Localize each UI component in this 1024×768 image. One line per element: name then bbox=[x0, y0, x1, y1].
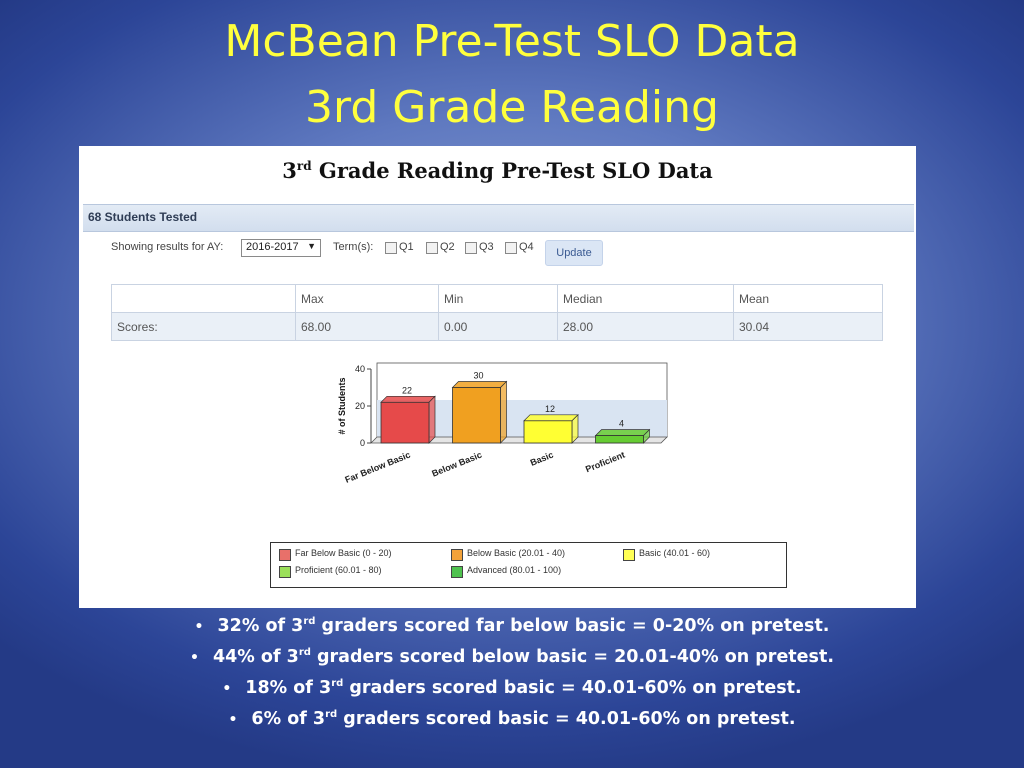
legend-swatch bbox=[623, 549, 635, 561]
legend-label: Below Basic (20.01 - 40) bbox=[467, 548, 566, 558]
bullet-text: 32% of 3 bbox=[217, 616, 304, 636]
chart-y-tick-label: 40 bbox=[355, 364, 365, 374]
summary-bullet: • 44% of 3rd graders scored below basic =… bbox=[0, 647, 1024, 678]
summary-bullet: • 18% of 3rd graders scored basic = 40.01… bbox=[0, 678, 1024, 709]
summary-bullet: • 32% of 3rd graders scored far below bas… bbox=[0, 616, 1024, 647]
chart-category-label: Far Below Basic bbox=[344, 450, 412, 485]
chart-bar-top bbox=[523, 414, 579, 422]
performance-bar-chart: 0 20 40 # of Students 22 Far Below Basic 30 Bel… bbox=[337, 362, 668, 485]
chart-bar bbox=[523, 420, 573, 444]
chart-data-label: 4 bbox=[619, 419, 624, 429]
stats-header-min: Min bbox=[438, 284, 558, 313]
bullet-dot-icon: • bbox=[190, 650, 199, 666]
stats-header-blank bbox=[111, 284, 296, 313]
stats-header-mean: Mean bbox=[733, 284, 883, 313]
academic-year-select[interactable]: 2016-2017 ▼ bbox=[241, 239, 321, 257]
stats-header-row: Max Min Median Mean bbox=[111, 284, 883, 313]
stats-mean-value: 30.04 bbox=[733, 312, 883, 341]
bullet-text: graders scored basic = 40.01-60% on pret… bbox=[337, 709, 796, 729]
bullet-text: 6% of 3 bbox=[251, 709, 326, 729]
slide-title-line1: McBean Pre-Test SLO Data bbox=[224, 16, 800, 67]
term-q3-checkbox[interactable] bbox=[465, 242, 477, 254]
stats-scores-row: Scores: 68.00 0.00 28.00 30.04 bbox=[111, 312, 883, 341]
report-title-prefix: 3 bbox=[282, 158, 297, 183]
bullet-superscript: rd bbox=[303, 616, 316, 628]
term-q4-label: Q4 bbox=[519, 241, 534, 253]
report-screenshot-panel: 3rd Grade Reading Pre-Test SLO Data 68 S… bbox=[79, 146, 916, 608]
term-q2-checkbox[interactable] bbox=[426, 242, 438, 254]
chart-category-label: Basic bbox=[529, 450, 555, 468]
summary-bullet: • 6% of 3rd graders scored basic = 40.01-… bbox=[0, 709, 1024, 740]
stats-row-label: Scores: bbox=[111, 312, 296, 341]
dropdown-arrow-icon: ▼ bbox=[307, 241, 316, 251]
chart-bar-top bbox=[380, 395, 436, 403]
update-button[interactable]: Update bbox=[545, 240, 603, 266]
legend-label: Far Below Basic (0 - 20) bbox=[295, 548, 392, 558]
chart-category-label: Proficient bbox=[584, 450, 626, 475]
term-q3-label: Q3 bbox=[479, 241, 494, 253]
chart-y-tick-label: 0 bbox=[360, 438, 365, 448]
chart-bar bbox=[380, 401, 430, 444]
bullet-dot-icon: • bbox=[194, 619, 204, 635]
legend-label: Basic (40.01 - 60) bbox=[639, 548, 711, 558]
legend-swatch bbox=[451, 566, 463, 578]
report-title-suffix: Grade Reading Pre-Test SLO Data bbox=[311, 158, 713, 183]
chart-bar bbox=[452, 387, 501, 444]
chart-y-tick-label: 20 bbox=[355, 401, 365, 411]
stats-max-value: 68.00 bbox=[295, 312, 439, 341]
bullet-text: graders scored below basic = 20.01-40% o… bbox=[310, 647, 834, 667]
bullet-superscript: rd bbox=[325, 709, 338, 721]
chart-legend: Far Below Basic (0 - 20) Below Basic (20.… bbox=[270, 542, 787, 588]
bullet-dot-icon: • bbox=[222, 681, 232, 697]
chart-bar-top bbox=[451, 381, 508, 388]
chart-data-label: 12 bbox=[545, 404, 555, 414]
bullet-dot-icon: • bbox=[228, 712, 238, 728]
academic-year-value: 2016-2017 bbox=[246, 241, 299, 253]
term-q2-label: Q2 bbox=[440, 241, 455, 253]
bullet-superscript: rd bbox=[298, 647, 311, 659]
term-q4-checkbox[interactable] bbox=[505, 242, 517, 254]
chart-bar-side bbox=[428, 395, 436, 444]
chart-bar bbox=[595, 435, 644, 444]
report-title-sup: rd bbox=[296, 159, 312, 173]
slide-title-line2: 3rd Grade Reading bbox=[305, 82, 719, 133]
chart-category-label: Below Basic bbox=[430, 450, 483, 479]
legend-label: Advanced (80.01 - 100) bbox=[467, 565, 562, 575]
bullet-text: 44% of 3 bbox=[212, 647, 299, 667]
chart-bar-side bbox=[500, 380, 507, 444]
bullet-text: graders scored far below basic = 0-20% o… bbox=[315, 616, 830, 636]
score-stats-table: Max Min Median Mean Scores: 68.00 0.00 2… bbox=[111, 284, 883, 341]
stats-median-value: 28.00 bbox=[557, 312, 734, 341]
chart-bar-top bbox=[594, 429, 651, 436]
chart-data-label: 30 bbox=[473, 371, 483, 381]
students-tested-bar: 68 Students Tested bbox=[83, 204, 914, 232]
term-q1-checkbox[interactable] bbox=[385, 242, 397, 254]
legend-swatch bbox=[451, 549, 463, 561]
chart-y-axis-label: # of Students bbox=[337, 377, 347, 434]
term-q1-label: Q1 bbox=[399, 241, 414, 253]
stats-header-median: Median bbox=[557, 284, 734, 313]
chart-data-label: 22 bbox=[402, 385, 412, 395]
report-title: 3rd Grade Reading Pre-Test SLO Data bbox=[79, 158, 916, 183]
stats-min-value: 0.00 bbox=[438, 312, 558, 341]
legend-label: Proficient (60.01 - 80) bbox=[295, 565, 382, 575]
summary-bullets: • 32% of 3rd graders scored far below bas… bbox=[0, 616, 1024, 740]
filter-label: Showing results for AY: bbox=[111, 241, 224, 253]
legend-swatch bbox=[279, 549, 291, 561]
students-tested-label: 68 Students Tested bbox=[88, 210, 198, 224]
stats-header-max: Max bbox=[295, 284, 439, 313]
terms-label: Term(s): bbox=[333, 241, 374, 253]
bullet-text: graders scored basic = 40.01-60% on pret… bbox=[343, 678, 802, 698]
bullet-superscript: rd bbox=[331, 678, 344, 690]
bullet-text: 18% of 3 bbox=[245, 678, 332, 698]
legend-swatch bbox=[279, 566, 291, 578]
